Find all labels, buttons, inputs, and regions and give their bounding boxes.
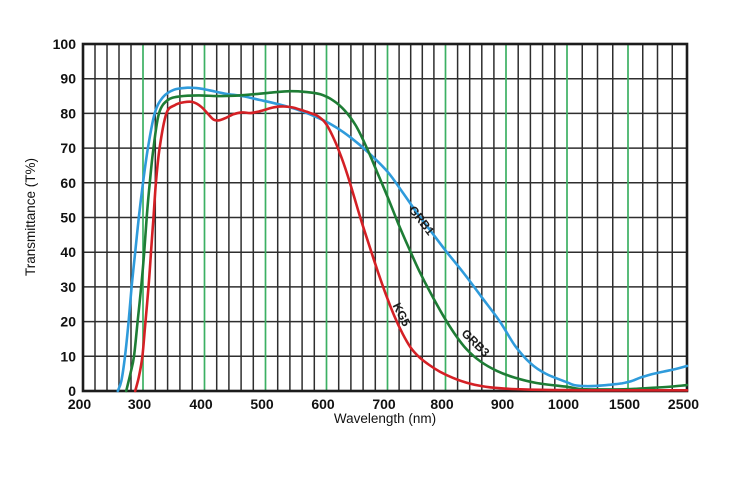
y-tick-label: 10 <box>60 348 76 364</box>
y-tick-label: 0 <box>68 383 76 399</box>
y-tick-label: 30 <box>60 279 76 295</box>
x-tick-label: 400 <box>189 396 213 412</box>
curves <box>116 86 689 393</box>
y-tick-label: 70 <box>60 140 76 156</box>
x-axis-title: Wavelength (nm) <box>334 411 436 426</box>
x-tick-label: 2500 <box>668 396 699 412</box>
x-tick-label: 200 <box>68 396 92 412</box>
curve-grb3 <box>124 89 689 393</box>
x-tick-label: 500 <box>250 396 274 412</box>
x-tick-label: 1000 <box>548 396 579 412</box>
grid-minor-lines <box>83 43 687 392</box>
y-axis-tick-labels: 0 10 20 30 40 50 60 70 80 90 100 <box>53 36 77 399</box>
y-tick-label: 80 <box>60 105 76 121</box>
y-tick-label: 100 <box>53 36 77 52</box>
plot-frame <box>81 42 689 393</box>
curve-label-grb3: GRB3 <box>459 326 493 359</box>
y-axis-title: Transmittance (T%) <box>23 158 38 276</box>
y-tick-label: 50 <box>60 210 76 226</box>
x-tick-label: 300 <box>128 396 152 412</box>
curve-kg5 <box>133 100 689 393</box>
y-tick-label: 40 <box>60 244 76 260</box>
y-tick-label: 20 <box>60 314 76 330</box>
x-tick-label: 700 <box>372 396 396 412</box>
y-tick-label: 90 <box>60 71 76 87</box>
x-tick-label: 900 <box>491 396 515 412</box>
x-tick-label: 1500 <box>609 396 640 412</box>
x-tick-label: 800 <box>430 396 454 412</box>
curve-grb1 <box>116 86 689 393</box>
x-tick-label: 600 <box>311 396 335 412</box>
grid-major-green-lines <box>142 44 629 391</box>
x-axis-tick-labels: 200 300 400 500 600 700 800 900 1000 1500 2500 <box>68 396 699 412</box>
y-tick-label: 60 <box>60 175 76 191</box>
